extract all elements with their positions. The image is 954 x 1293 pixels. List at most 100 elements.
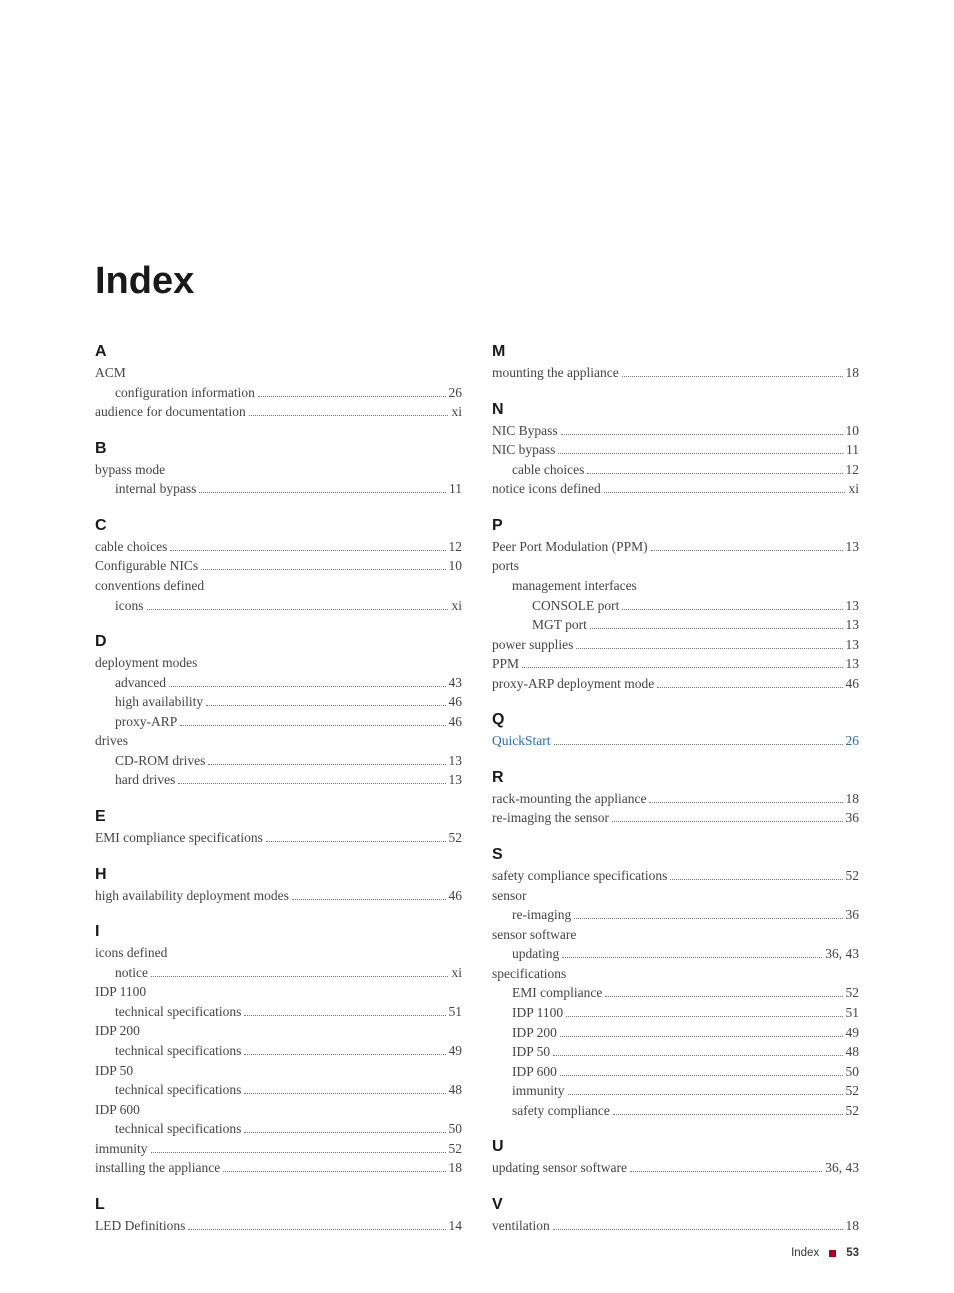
entry-label: internal bypass	[115, 479, 196, 499]
index-entry: proxy-ARP46	[95, 712, 462, 732]
index-section: Ddeployment modesadvanced43high availabi…	[95, 633, 462, 790]
entry-label: high availability deployment modes	[95, 886, 289, 906]
index-entry: sensor software	[492, 925, 859, 945]
entry-label: power supplies	[492, 635, 573, 655]
entry-page: 14	[449, 1216, 463, 1236]
index-entry: installing the appliance18	[95, 1158, 462, 1178]
entry-page: xi	[451, 402, 462, 422]
leader-dots	[151, 976, 448, 977]
entry-label: cable choices	[95, 537, 167, 557]
section-letter: D	[95, 633, 462, 651]
index-entry: CONSOLE port13	[492, 596, 859, 616]
index-entry: proxy-ARP deployment mode46	[492, 674, 859, 694]
section-letter: S	[492, 846, 859, 864]
entry-page: 49	[449, 1041, 463, 1061]
section-letter: I	[95, 923, 462, 941]
entry-page: 18	[846, 1216, 860, 1236]
index-entry: EMI compliance specifications52	[95, 828, 462, 848]
entry-page: 52	[846, 983, 860, 1003]
leader-dots	[180, 725, 445, 726]
leader-dots	[170, 550, 445, 551]
entry-page: 13	[846, 615, 860, 635]
section-letter: P	[492, 517, 859, 535]
entry-label: technical specifications	[115, 1080, 241, 1100]
entry-label: CONSOLE port	[532, 596, 619, 616]
section-letter: L	[95, 1196, 462, 1214]
index-entry: QuickStart 26	[492, 731, 859, 751]
index-entry: IDP 20049	[492, 1023, 859, 1043]
entry-page[interactable]: 26	[846, 731, 860, 751]
leader-dots	[292, 899, 446, 900]
leader-dots	[558, 453, 843, 454]
entry-page: 26	[449, 383, 463, 403]
entry-label: high availability	[115, 692, 203, 712]
entry-label: audience for documentation	[95, 402, 246, 422]
leader-dots	[147, 609, 449, 610]
index-entry: conventions defined	[95, 576, 462, 596]
index-entry: technical specifications51	[95, 1002, 462, 1022]
index-entry: cable choices12	[492, 460, 859, 480]
index-entry: immunity52	[95, 1139, 462, 1159]
entry-label: notice	[115, 963, 148, 983]
index-section: PPeer Port Modulation (PPM)13portsmanage…	[492, 517, 859, 694]
index-entry: updating sensor software36, 43	[492, 1158, 859, 1178]
entry-label: IDP 1100	[512, 1003, 563, 1023]
index-section: LLED Definitions14	[95, 1196, 462, 1236]
index-entry: audience for documentation xi	[95, 402, 462, 422]
index-section: AACMconfiguration information26audience …	[95, 343, 462, 422]
leader-dots	[208, 764, 445, 765]
entry-page: 52	[846, 1101, 860, 1121]
entry-page: 13	[846, 654, 860, 674]
leader-dots	[249, 415, 449, 416]
index-entry: Configurable NICs10	[95, 556, 462, 576]
index-entry: bypass mode	[95, 460, 462, 480]
section-letter: A	[95, 343, 462, 361]
leader-dots	[566, 1016, 842, 1017]
leader-dots	[561, 434, 843, 435]
entry-label: technical specifications	[115, 1041, 241, 1061]
index-entry: immunity52	[492, 1081, 859, 1101]
page-title: Index	[95, 260, 859, 303]
leader-dots	[657, 687, 842, 688]
index-entry: mounting the appliance18	[492, 363, 859, 383]
index-entry: high availability46	[95, 692, 462, 712]
entry-page: 11	[846, 440, 859, 460]
index-entry: ACM	[95, 363, 462, 383]
entry-label: notice icons defined	[492, 479, 601, 499]
index-entry: icons defined	[95, 943, 462, 963]
index-entry: IDP 50 48	[492, 1042, 859, 1062]
entry-label: IDP 600	[512, 1062, 557, 1082]
entry-page: 13	[846, 537, 860, 557]
index-entry: PPM13	[492, 654, 859, 674]
leader-dots	[201, 569, 445, 570]
entry-page: xi	[451, 963, 462, 983]
leader-dots	[244, 1132, 445, 1133]
index-entry: technical specifications50	[95, 1119, 462, 1139]
entry-page: 46	[846, 674, 860, 694]
index-section: QQuickStart26	[492, 711, 859, 751]
entry-page: 48	[846, 1042, 860, 1062]
entry-label: EMI compliance	[512, 983, 602, 1003]
entry-page: 48	[449, 1080, 463, 1100]
entry-page: 51	[846, 1003, 860, 1023]
entry-label: IDP 50	[512, 1042, 550, 1062]
leader-dots	[630, 1171, 822, 1172]
entry-page: 52	[449, 828, 463, 848]
index-entry: IDP 50	[95, 1061, 462, 1081]
entry-label[interactable]: QuickStart	[492, 731, 551, 751]
index-entry: advanced43	[95, 673, 462, 693]
entry-page: 10	[449, 556, 463, 576]
entry-label: cable choices	[512, 460, 584, 480]
index-entry: safety compliance specifications52	[492, 866, 859, 886]
entry-page: xi	[848, 479, 859, 499]
leader-dots	[622, 376, 843, 377]
entry-label: CD-ROM drives	[115, 751, 205, 771]
entry-page: 36	[846, 905, 860, 925]
entry-page: 11	[449, 479, 462, 499]
section-letter: H	[95, 866, 462, 884]
leader-dots	[199, 492, 446, 493]
index-entry: cable choices12	[95, 537, 462, 557]
leader-dots	[568, 1094, 843, 1095]
index-entry: high availability deployment modes46	[95, 886, 462, 906]
entry-label: re-imaging	[512, 905, 571, 925]
